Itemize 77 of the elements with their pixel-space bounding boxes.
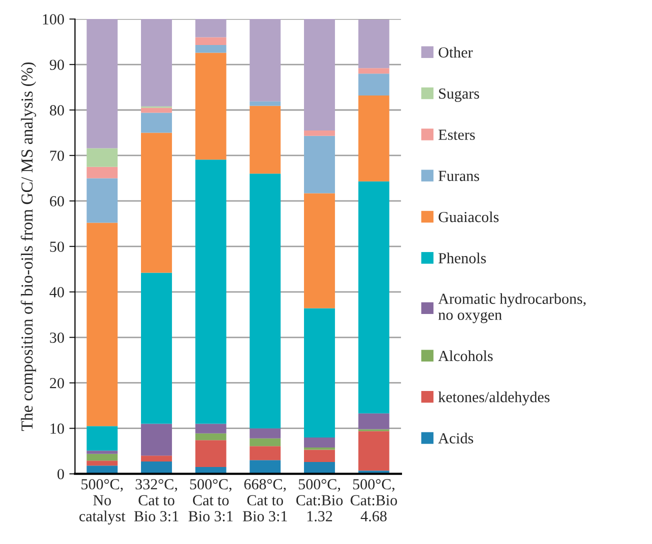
bar (304, 19, 335, 130)
legend-label: Acids (438, 432, 474, 444)
y-tick-label: 20 (50, 378, 64, 388)
bar (358, 181, 390, 414)
bar (195, 424, 226, 434)
y-tick-label: 10 (50, 423, 64, 434)
bar (86, 222, 118, 426)
y-tick-label: 60 (50, 196, 64, 206)
legend-label: Other (438, 46, 473, 58)
y-tick-label: 0 (58, 468, 64, 480)
bar (86, 148, 118, 167)
x-tick-label: 500°C, Cat to Bio 3:1 (188, 479, 233, 522)
bar (250, 19, 281, 102)
bar (195, 52, 226, 160)
y-tick-label: 40 (50, 287, 64, 298)
bar (86, 466, 118, 474)
bar (358, 68, 390, 74)
bar (195, 440, 226, 467)
bar (86, 178, 118, 223)
bar (195, 37, 226, 45)
legend-label: Aromatic hydrocarbons, no oxygen (438, 293, 586, 324)
bar (86, 426, 118, 451)
y-tick-label: 70 (50, 150, 64, 161)
bar (358, 19, 390, 68)
bar (140, 108, 172, 113)
bar (140, 132, 172, 273)
bar (140, 272, 172, 424)
y-tick-label: 80 (50, 105, 64, 116)
bar (140, 424, 172, 456)
legend-label: ketones/aldehydes (438, 392, 550, 406)
x-tick-label: 500°C, No catalyst (79, 479, 126, 525)
bar (195, 160, 226, 424)
legend-label: Furans (438, 170, 480, 182)
bar (195, 19, 226, 38)
bar (304, 136, 335, 194)
bar (86, 166, 118, 178)
bar (304, 450, 335, 462)
bar (304, 193, 335, 308)
legend-label: Phenols (438, 252, 486, 264)
bar (140, 19, 172, 106)
x-tick-label: 500°C, Cat:Bio 4.68 (350, 479, 397, 522)
bar (86, 450, 118, 454)
legend-label: Esters (438, 130, 475, 140)
bar (250, 174, 281, 428)
y-tick-label: 90 (50, 60, 64, 70)
bar (140, 112, 172, 133)
bar (358, 413, 390, 430)
bar (304, 462, 335, 474)
bar (250, 438, 281, 446)
bar (358, 95, 390, 182)
bar (250, 460, 281, 474)
bar (304, 308, 335, 438)
y-tick-label: 50 (50, 242, 64, 252)
bar (195, 433, 226, 440)
y-tick-label: 100 (42, 14, 64, 24)
bar (304, 130, 335, 136)
x-tick-label: 500°C, Cat:Bio 1.32 (296, 479, 343, 522)
y-axis-title: The composition of bio-oils from GC/ MS analysis (%) (20, 62, 36, 431)
legend-label: Alcohols (438, 350, 493, 362)
bar (358, 74, 390, 96)
bar (358, 431, 390, 471)
bar (250, 446, 281, 460)
y-tick-label: 30 (50, 332, 64, 343)
x-tick-label: 332°C, Cat to Bio 3:1 (134, 479, 178, 522)
bar (86, 460, 118, 466)
bar (250, 101, 281, 106)
bar (195, 44, 226, 53)
legend-label: Guaiacols (438, 211, 499, 222)
legend-label: Sugars (439, 88, 480, 102)
x-tick-label: 668°C, Cat to Bio 3:1 (242, 479, 287, 522)
bar (86, 454, 118, 461)
bar (250, 428, 281, 438)
bar (304, 437, 335, 448)
bar (250, 106, 281, 174)
bar (140, 456, 172, 462)
bar (86, 19, 118, 148)
bar (140, 462, 172, 474)
